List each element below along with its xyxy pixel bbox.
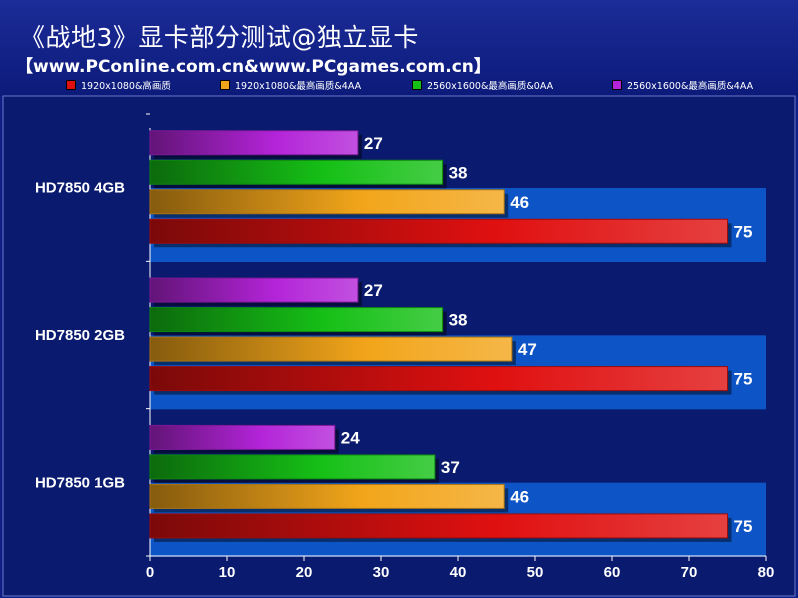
bar (149, 513, 728, 539)
legend-item: 2560x1600&最高画质&0AA (412, 78, 553, 92)
legend-item: 1920x1080&最高画质&4AA (220, 78, 361, 92)
bar (149, 159, 444, 185)
legend-swatch (612, 80, 622, 90)
legend-label: 2560x1600&最高画质&0AA (427, 81, 554, 92)
bar (149, 277, 359, 303)
category-label: HD7850 4GB (35, 180, 125, 197)
legend-label: 2560x1600&最高画质&4AA (627, 81, 754, 92)
bar (149, 336, 513, 362)
legend-item: 1920x1080&高画质 (66, 78, 171, 92)
x-tick-label: 20 (296, 564, 313, 581)
x-tick-label: 70 (681, 564, 698, 581)
bar (149, 454, 436, 480)
x-tick-label: 30 (373, 564, 390, 581)
bar (149, 189, 505, 215)
data-label: 75 (734, 517, 753, 536)
data-label: 75 (734, 370, 753, 389)
x-tick-label: 40 (450, 564, 467, 581)
data-label: 75 (734, 222, 753, 241)
x-tick-label: 80 (758, 564, 775, 581)
bar (149, 307, 444, 333)
x-tick-label: 60 (604, 564, 621, 581)
data-label: 46 (510, 193, 529, 212)
bar (149, 130, 359, 156)
data-label: 24 (341, 428, 360, 447)
bar (149, 424, 336, 450)
x-tick-label: 0 (146, 564, 154, 581)
chart-subtitle: 【www.PConline.com.cn&www.PCgames.com.cn】 (16, 57, 491, 77)
category-label: HD7850 1GB (35, 474, 125, 491)
legend-label: 1920x1080&高画质 (81, 81, 171, 92)
bar (149, 483, 505, 509)
x-tick-label: 50 (527, 564, 544, 581)
category-label: HD7850 2GB (35, 327, 125, 344)
legend-swatch (412, 80, 422, 90)
legend-item: 2560x1600&最高画质&4AA (612, 78, 753, 92)
bar (149, 218, 728, 244)
data-label: 37 (441, 458, 460, 477)
legend-label: 1920x1080&最高画质&4AA (235, 81, 362, 92)
data-label: 38 (449, 311, 468, 330)
data-label: 46 (510, 487, 529, 506)
chart-header: 《战地3》显卡部分测试@独立显卡 【www.PConline.com.cn&ww… (0, 0, 798, 96)
chart-legend: 1920x1080&高画质 1920x1080&最高画质&4AA 2560x1600… (0, 78, 798, 92)
chart-title: 《战地3》显卡部分测试@独立显卡 (20, 23, 419, 52)
bar (149, 366, 728, 392)
x-tick-label: 10 (219, 564, 236, 581)
legend-swatch (220, 80, 230, 90)
data-label: 27 (364, 281, 383, 300)
data-label: 38 (449, 163, 468, 182)
data-label: 27 (364, 134, 383, 153)
data-label: 47 (518, 340, 537, 359)
legend-swatch (66, 80, 76, 90)
